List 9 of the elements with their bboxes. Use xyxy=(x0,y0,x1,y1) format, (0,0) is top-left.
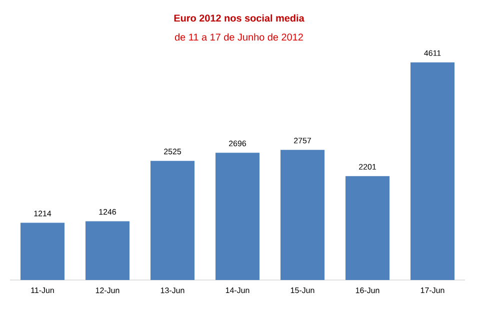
bar xyxy=(20,222,64,280)
bar xyxy=(410,62,455,280)
chart-title: Euro 2012 nos social media xyxy=(174,14,304,22)
bar xyxy=(280,150,325,280)
bar xyxy=(346,176,390,280)
bar xyxy=(150,160,194,280)
bar xyxy=(86,221,130,280)
bar xyxy=(216,152,260,280)
chart-subtitle: de 11 a 17 de Junho de 2012 xyxy=(174,33,303,41)
